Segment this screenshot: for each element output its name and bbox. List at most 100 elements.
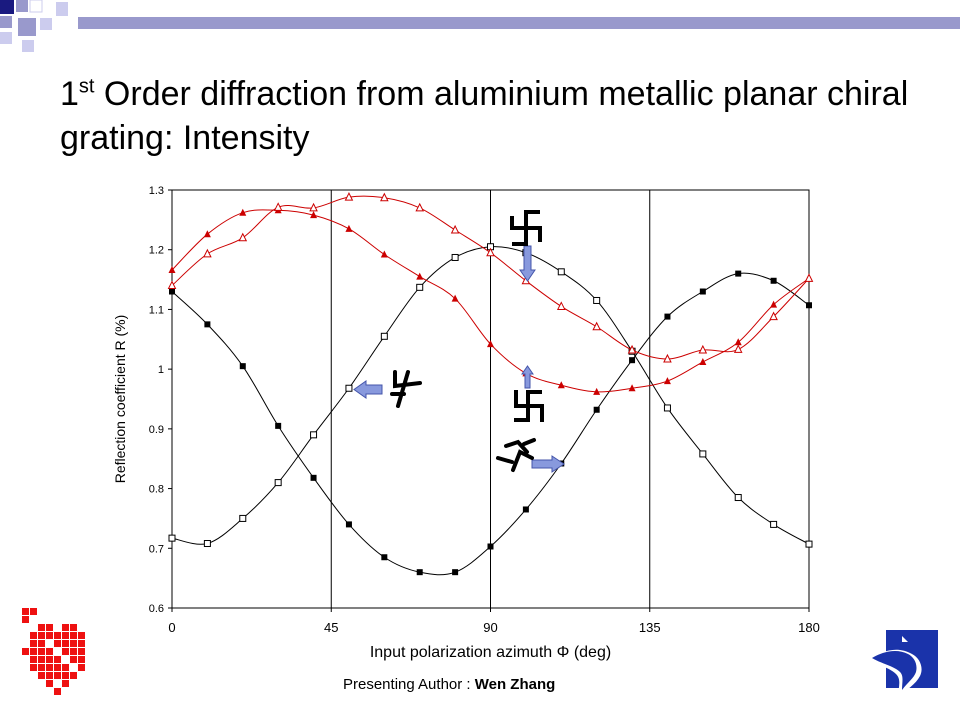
logo-cell xyxy=(38,640,45,647)
arrow-right-icon xyxy=(531,455,565,473)
data-point xyxy=(450,224,460,234)
data-point xyxy=(806,302,812,309)
logo-cell xyxy=(70,632,77,639)
data-point xyxy=(699,450,707,458)
data-point xyxy=(168,266,176,274)
logo-cell xyxy=(46,664,53,671)
logo-cell xyxy=(38,672,45,679)
university-logo-left xyxy=(22,608,85,695)
logo-cell xyxy=(54,640,61,647)
data-point xyxy=(664,313,671,320)
logo-cell xyxy=(78,640,85,647)
data-point xyxy=(593,387,601,395)
x-tick-label: 0 xyxy=(168,620,175,635)
data-point xyxy=(556,301,566,310)
chiral-symbol-cw-icon xyxy=(510,210,542,246)
series-layer xyxy=(167,192,814,576)
series-4 xyxy=(167,192,814,363)
data-point xyxy=(769,311,778,321)
arrow-down-icon xyxy=(519,245,536,282)
data-point xyxy=(275,422,282,429)
data-point xyxy=(663,353,672,363)
y-tick-label: 0.7 xyxy=(149,543,164,555)
logo-cell xyxy=(30,656,37,663)
slide-title: 1st Order diffraction from aluminium met… xyxy=(60,72,920,160)
logo-cell xyxy=(78,664,85,671)
logo-cell xyxy=(38,624,45,631)
data-point xyxy=(239,363,246,370)
title-superscript: st xyxy=(78,75,95,98)
logo-cell xyxy=(78,648,85,655)
logo-cell xyxy=(46,672,53,679)
y-axis-label: Reflection coefficient R (%) xyxy=(112,315,128,484)
data-point xyxy=(593,296,601,304)
logo-cell xyxy=(30,648,37,655)
annotation-layer xyxy=(353,210,565,473)
logo-cell xyxy=(46,648,53,655)
y-tick-label: 1.2 xyxy=(149,245,164,257)
logo-cell xyxy=(70,640,77,647)
logo-cell xyxy=(46,624,53,631)
data-point xyxy=(557,381,565,389)
data-point xyxy=(273,202,283,211)
y-tick-label: 1.1 xyxy=(149,304,164,316)
logo-cell xyxy=(38,632,45,639)
data-point xyxy=(203,230,211,238)
logo-cell xyxy=(30,664,37,671)
logo-cell xyxy=(62,632,69,639)
data-point xyxy=(735,270,742,277)
x-tick-label: 180 xyxy=(798,620,820,635)
y-tick-label: 1.3 xyxy=(149,185,164,197)
data-point xyxy=(416,272,424,280)
x-tick-label: 135 xyxy=(639,620,661,635)
logo-cell xyxy=(22,616,29,623)
data-point xyxy=(663,404,671,412)
data-point xyxy=(451,294,459,302)
logo-cell xyxy=(62,640,69,647)
logo-cell xyxy=(70,624,77,631)
data-point xyxy=(310,474,317,481)
footer-author-name: Wen Zhang xyxy=(474,676,556,693)
logo-cell xyxy=(78,632,85,639)
logo-cell xyxy=(22,648,29,655)
chiral-symbol-ccw-icon xyxy=(514,390,544,422)
logo-cell xyxy=(38,664,45,671)
data-point xyxy=(770,520,778,528)
data-point xyxy=(699,357,707,365)
logo-cell xyxy=(62,664,69,671)
data-point xyxy=(344,192,354,201)
data-point xyxy=(416,283,424,291)
data-point xyxy=(770,277,777,284)
data-point xyxy=(380,192,389,202)
chiral-symbol-left-icon xyxy=(390,370,422,408)
logo-cell xyxy=(54,664,61,671)
data-point xyxy=(733,344,743,353)
axes-layer: 0.6 0.7 0.8 0.9 1 1.1 1.2 1.3 0 45 90 135 180 Input p… xyxy=(112,185,820,661)
data-point xyxy=(452,569,459,576)
data-point xyxy=(486,247,495,257)
data-point xyxy=(592,321,601,331)
data-point xyxy=(627,344,637,354)
data-point xyxy=(310,431,318,439)
logo-cell xyxy=(62,648,69,655)
arrow-left-icon xyxy=(353,380,383,399)
logo-cell xyxy=(54,672,61,679)
series-1 xyxy=(169,270,812,576)
x-axis-label: Input polarization azimuth Φ (deg) xyxy=(370,644,611,661)
footer-label: Presenting Author : xyxy=(343,676,475,693)
logo-cell xyxy=(62,624,69,631)
title-prefix: 1 xyxy=(60,75,79,113)
logo-cell xyxy=(54,688,61,695)
data-point xyxy=(699,288,706,295)
data-point xyxy=(380,250,388,258)
data-point xyxy=(628,384,636,392)
data-point xyxy=(734,494,742,502)
data-point xyxy=(415,202,425,212)
x-tick-label: 90 xyxy=(483,620,497,635)
logo-cell xyxy=(78,656,85,663)
data-point xyxy=(487,543,494,550)
data-point xyxy=(203,540,211,548)
dolphin-logo-right xyxy=(870,630,938,698)
data-point xyxy=(345,384,353,392)
